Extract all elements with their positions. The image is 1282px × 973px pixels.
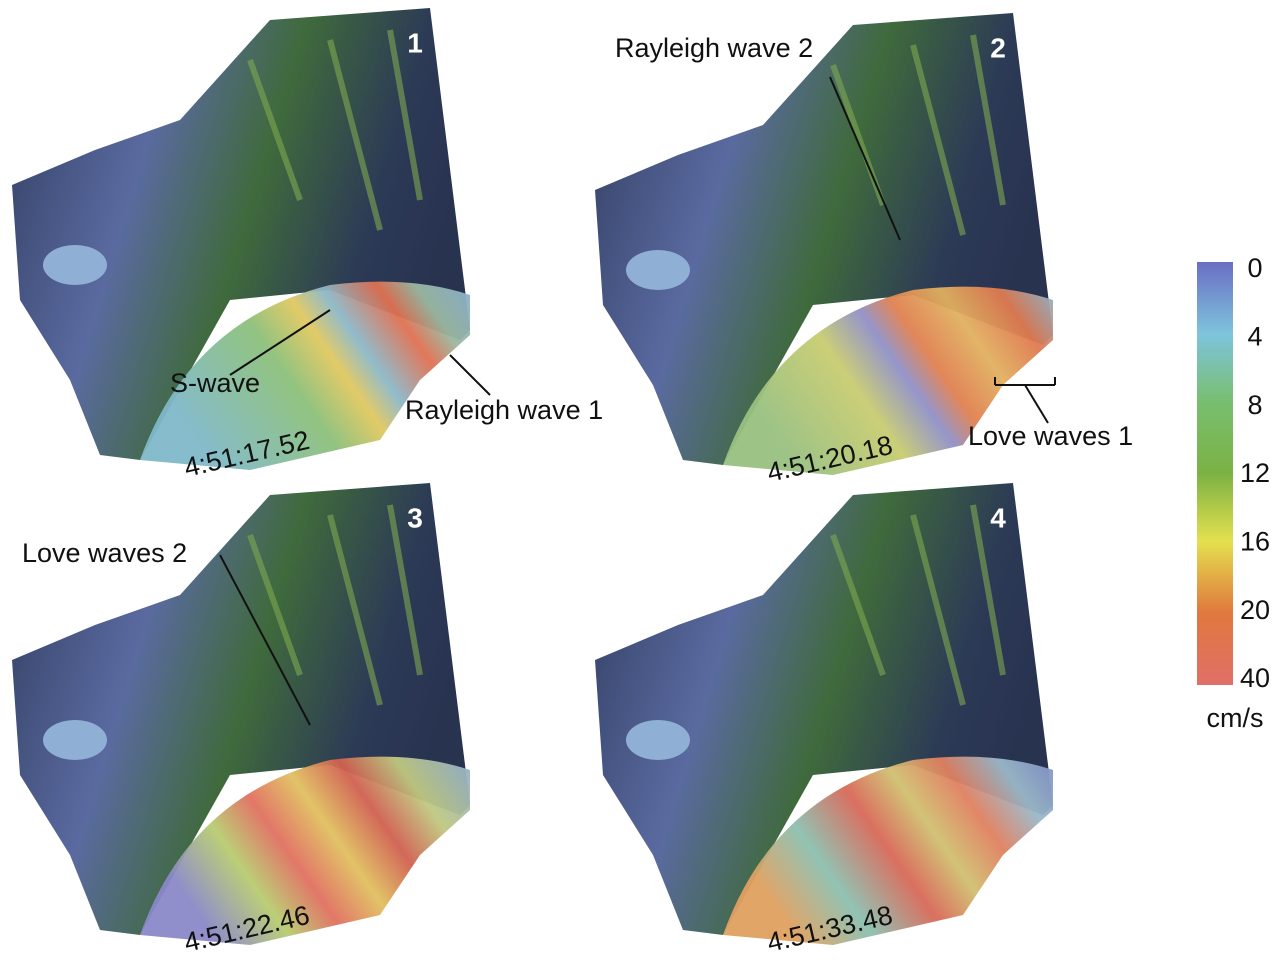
figure: 14:51:17.52S-waveRayleigh wave 124:51:20… — [0, 0, 1282, 973]
lake — [43, 720, 107, 760]
annotation: Rayleigh wave 1 — [405, 395, 603, 425]
annotation: S-wave — [170, 368, 260, 398]
colorbar-tick-label: 16 — [1240, 526, 1270, 556]
colorbar-tick-label: 8 — [1247, 390, 1262, 420]
colorbar-tick-label: 12 — [1240, 458, 1270, 488]
colorbar-tick-label: 4 — [1247, 321, 1262, 351]
annotation: Love waves 1 — [968, 421, 1133, 451]
lake — [626, 720, 690, 760]
panel-number: 1 — [407, 27, 423, 58]
lake — [43, 245, 107, 285]
panel-number: 4 — [990, 502, 1006, 533]
annotation: Love waves 2 — [22, 538, 187, 568]
colorbar-unit: cm/s — [1207, 703, 1264, 733]
panel-number: 3 — [407, 502, 423, 533]
panel: 44:51:33.48 — [595, 483, 1053, 958]
panel-number: 2 — [990, 32, 1006, 63]
colorbar — [1197, 262, 1233, 685]
colorbar-tick-label: 0 — [1247, 253, 1262, 283]
lake — [626, 250, 690, 290]
annotation: Rayleigh wave 2 — [615, 33, 813, 63]
colorbar-tick-label: 40 — [1240, 663, 1270, 693]
colorbar-tick-label: 20 — [1240, 595, 1270, 625]
leader-line — [450, 355, 490, 395]
